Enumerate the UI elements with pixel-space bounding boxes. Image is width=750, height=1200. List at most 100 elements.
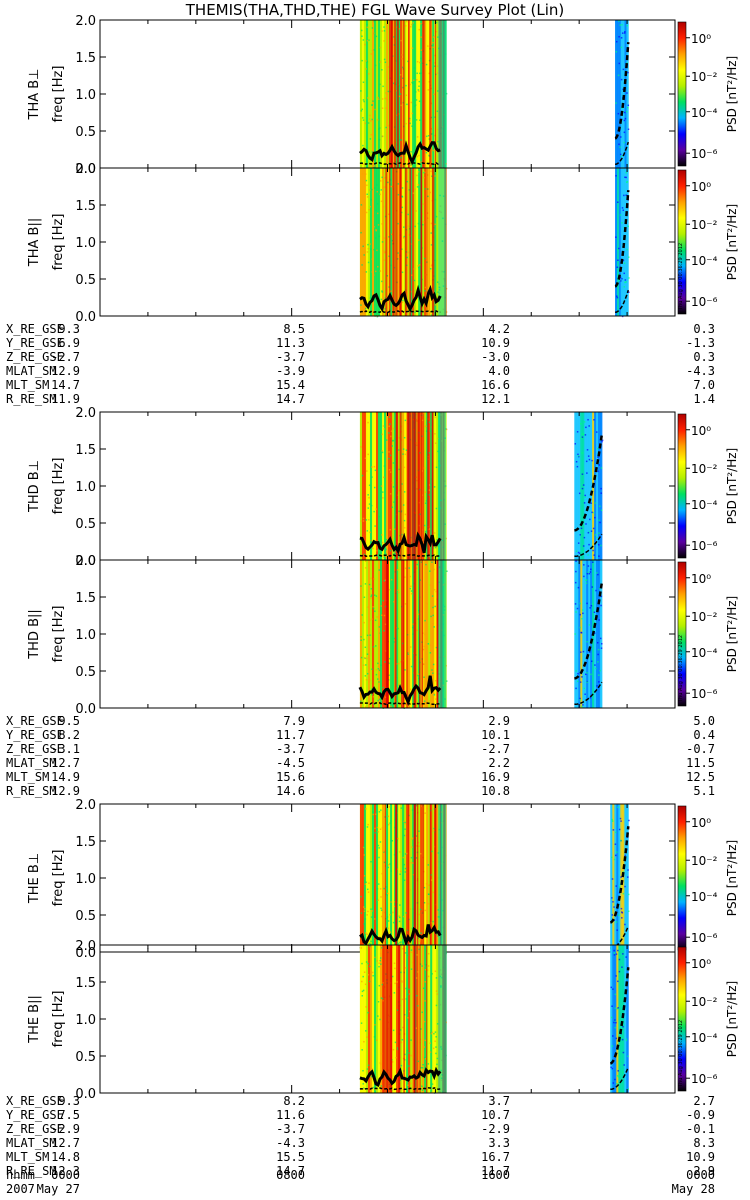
colorbar-tick-label: 10⁻⁴ (691, 1031, 718, 1045)
ephemeris-value: 14.7 (51, 378, 80, 392)
chart-title: THEMIS(THA,THD,THE) FGL Wave Survey Plot… (185, 1, 565, 19)
y-axis-label: freq [Hz] (51, 606, 66, 663)
y-tick-label: 0.0 (75, 162, 96, 177)
ephemeris-row-label: Y_RE_GSE (6, 728, 64, 742)
colorbar: 10⁰ 10⁻² 10⁻⁴ 10⁻⁶ PSD [nT²/Hz] (677, 805, 739, 951)
ephemeris-row-label: MLT_SM (6, 378, 49, 392)
ephemeris-row-label: MLT_SM (6, 770, 49, 784)
y-tick-label: 1.0 (75, 236, 96, 251)
colorbar-label: PSD [nT²/Hz] (725, 56, 739, 132)
ephemeris-value: 10.9 (686, 1150, 715, 1164)
ephemeris-row-label: R_RE_SM (6, 784, 57, 798)
spectrogram-block (359, 412, 604, 561)
y-tick-label: 2.0 (75, 162, 96, 177)
colorbar-tick-label: 10⁻⁴ (691, 646, 718, 660)
panel-label: THD B⊥ (27, 460, 42, 513)
colorbar-tick-label: 10⁰ (691, 957, 711, 971)
colorbar-tick-label: 10⁻⁶ (691, 687, 718, 701)
ephemeris-value: 11.9 (51, 392, 80, 406)
ephemeris-value: 7.5 (58, 1108, 80, 1122)
colorbar-tick-label: 10⁻² (691, 610, 718, 624)
ephemeris-value: 12.7 (51, 756, 80, 770)
ephemeris-value: -4.3 (686, 364, 715, 378)
panel-tha-bperp: 0.0 0.5 1.0 1.5 2.0 THA B⊥ freq [Hz] 10⁰ 10⁻² 10⁻… (27, 14, 739, 177)
y-tick-label: 2.0 (75, 939, 96, 954)
colorbar-tick-label: 10⁻⁶ (691, 1072, 718, 1086)
ephemeris-value: 14.9 (51, 770, 80, 784)
colorbar-tick-label: 10⁻⁴ (691, 254, 718, 268)
y-tick-label: 2.0 (75, 554, 96, 569)
ephemeris-value: 8.3 (693, 1136, 715, 1150)
ephemeris-value: -2.7 (51, 350, 80, 364)
colorbar: 10⁰ 10⁻² 10⁻⁴ 10⁻⁶ PSD [nT²/Hz] Thu Aug 30 00… (677, 946, 739, 1092)
date-row-label: 2007 (6, 1182, 35, 1196)
ephemeris-value: 12.9 (51, 784, 80, 798)
ephemeris-value: 11.7 (481, 1164, 510, 1178)
ephemeris-value: -2.9 (481, 1122, 510, 1136)
panel-label: THE B⊥ (27, 853, 42, 904)
ephemeris-value: 9.3 (58, 322, 80, 336)
y-tick-label: 1.0 (75, 88, 96, 103)
colorbar-tick-label: 10⁻² (691, 218, 718, 232)
colorbar-tick-label: 10⁻⁶ (691, 931, 718, 945)
ephemeris-value: 14.6 (276, 784, 305, 798)
y-tick-label: 0.5 (75, 665, 96, 680)
ephemeris-value: 12.3 (51, 1164, 80, 1178)
ephemeris-value: 6.9 (58, 336, 80, 350)
ephemeris-value: 8.2 (58, 728, 80, 742)
colorbar-tick-label: 10⁰ (691, 816, 711, 830)
ephemeris-row-label: X_RE_GSE (6, 714, 64, 728)
ephemeris-value: 11.3 (276, 336, 305, 350)
ephemeris-value: 12.5 (686, 770, 715, 784)
ephemeris-value: 0.3 (693, 350, 715, 364)
y-tick-label: 1.0 (75, 1013, 96, 1028)
ephemeris-value: 0.4 (693, 728, 715, 742)
ephemeris-value: 7.9 (283, 714, 305, 728)
x-date-label: May 28 (672, 1182, 715, 1196)
spectrogram-panels: 0.0 0.5 1.0 1.5 2.0 THA B⊥ freq [Hz] 10⁰ 10⁻² 10⁻… (27, 14, 739, 1102)
ephemeris-value: -3.0 (481, 350, 510, 364)
ephemeris-value: 15.6 (276, 770, 305, 784)
ephemeris-row-label: Z_RE_GSE (6, 1122, 64, 1136)
ephemeris-value: -1.3 (686, 336, 715, 350)
colorbar-tick-label: 10⁻² (691, 854, 718, 868)
ephemeris-value: -0.9 (686, 1108, 715, 1122)
colorbar-tick-label: 10⁻² (691, 70, 718, 84)
ephemeris-value: -2.7 (481, 742, 510, 756)
ephemeris-value: 16.9 (481, 770, 510, 784)
y-tick-label: 1.5 (75, 199, 96, 214)
y-tick-label: 0.0 (75, 702, 96, 717)
ephemeris-value: 4.2 (488, 322, 510, 336)
colorbar: 10⁰ 10⁻² 10⁻⁴ 10⁻⁶ PSD [nT²/Hz] (677, 21, 739, 167)
ephemeris-row-label: Y_RE_GSE (6, 1108, 64, 1122)
ephemeris-row-label: R_RE_SM (6, 392, 57, 406)
y-axis-label: freq [Hz] (51, 850, 66, 907)
y-axis-label: freq [Hz] (51, 991, 66, 1048)
panel-the-bperp: 0.0 0.5 1.0 1.5 2.0 THE B⊥ freq [Hz] 10⁰ 10⁻² 10⁻… (27, 798, 739, 961)
y-tick-label: 1.0 (75, 872, 96, 887)
y-tick-label: 0.5 (75, 1050, 96, 1065)
colorbar-tick-label: 10⁰ (691, 180, 711, 194)
y-tick-label: 0.0 (75, 310, 96, 325)
colorbar-label: PSD [nT²/Hz] (725, 596, 739, 672)
y-tick-label: 0.0 (75, 554, 96, 569)
colorbar-tick-label: 10⁻⁶ (691, 295, 718, 309)
y-axis-label: freq [Hz] (51, 214, 66, 271)
ephemeris-value: 12.7 (51, 1136, 80, 1150)
timestamp-stamp: Thu Aug 30 00:36:29 2012 (678, 1020, 684, 1088)
ephemeris-value: 11.7 (276, 728, 305, 742)
ephemeris-row-label: MLT_SM (6, 1150, 49, 1164)
colorbar-label: PSD [nT²/Hz] (725, 204, 739, 280)
x-tick-label: 0000 (51, 1168, 80, 1182)
ephemeris-value: -4.5 (276, 756, 305, 770)
ephemeris-value: 2.2 (488, 756, 510, 770)
x-date-label: May 27 (37, 1182, 80, 1196)
colorbar-label: PSD [nT²/Hz] (725, 981, 739, 1057)
ephemeris-value: 12.1 (481, 392, 510, 406)
ephemeris-value: -4.3 (276, 1136, 305, 1150)
panel-label: THE B|| (27, 995, 42, 1044)
ephemeris-value: 7.0 (693, 378, 715, 392)
